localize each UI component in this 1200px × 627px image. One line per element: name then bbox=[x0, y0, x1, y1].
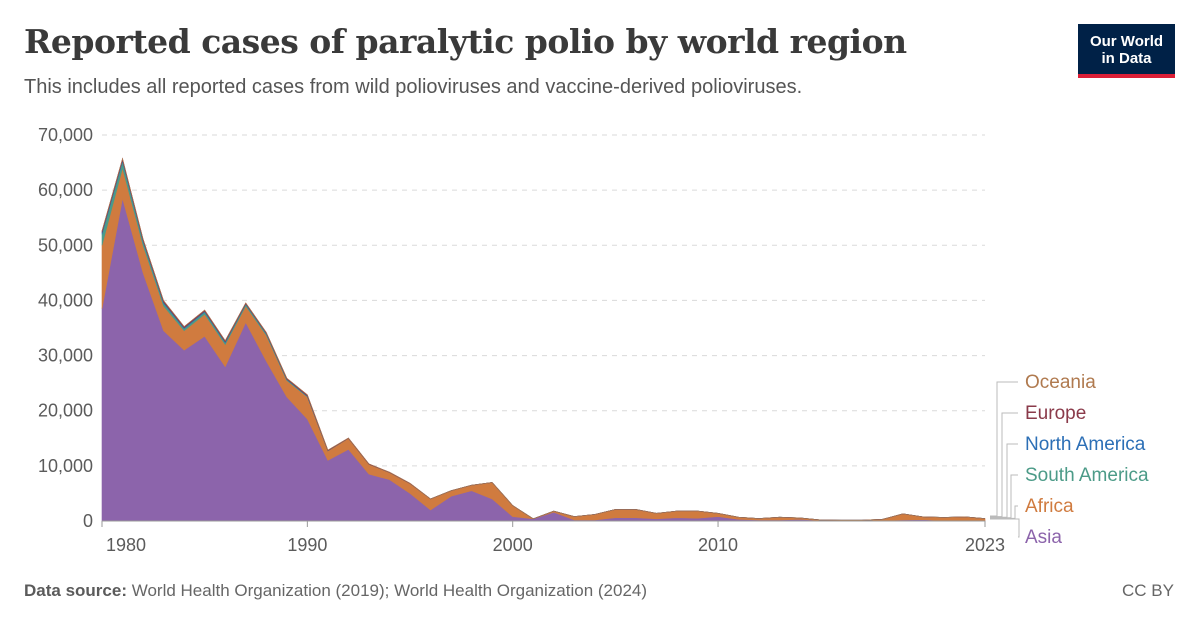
area-series bbox=[101, 157, 986, 522]
legend-label-asia[interactable]: Asia bbox=[1025, 527, 1062, 548]
legend-label-oceania[interactable]: Oceania bbox=[1025, 372, 1096, 393]
y-tick-label: 70,000 bbox=[38, 125, 93, 145]
area-oceania[interactable] bbox=[101, 157, 986, 521]
y-tick-label: 10,000 bbox=[38, 456, 93, 476]
y-tick-label: 20,000 bbox=[38, 401, 93, 421]
chart-title: Reported cases of paralytic polio by wor… bbox=[24, 22, 907, 61]
area-asia[interactable] bbox=[101, 198, 986, 522]
footer-source: Data source: World Health Organization (… bbox=[24, 581, 647, 601]
legend-connector bbox=[990, 518, 1020, 538]
x-tick-label: 2010 bbox=[698, 535, 738, 555]
source-label: Data source: bbox=[24, 581, 127, 600]
y-tick-label: 50,000 bbox=[38, 235, 93, 255]
y-axis: 0 10,000 20,000 30,000 40,000 50,000 60,000 70,… bbox=[38, 125, 93, 531]
y-tick-label: 30,000 bbox=[38, 346, 93, 366]
legend: Oceania Europe North America South America A… bbox=[990, 372, 1149, 548]
x-axis: 1980 1990 2000 2010 2023 bbox=[101, 520, 1005, 555]
y-tick-label: 0 bbox=[83, 511, 93, 531]
owid-logo[interactable]: Our World in Data bbox=[1078, 24, 1175, 78]
legend-label-africa[interactable]: Africa bbox=[1025, 496, 1074, 517]
source-text: World Health Organization (2019); World … bbox=[131, 581, 648, 600]
legend-label-north-america[interactable]: North America bbox=[1025, 434, 1146, 455]
x-tick-label: 1980 bbox=[106, 535, 146, 555]
legend-connector bbox=[990, 443, 1018, 518]
legend-connector bbox=[990, 381, 1018, 517]
y-tick-label: 60,000 bbox=[38, 180, 93, 200]
legend-label-south-america[interactable]: South America bbox=[1025, 465, 1149, 486]
legend-connector bbox=[990, 412, 1018, 518]
x-tick-label: 2023 bbox=[965, 535, 1005, 555]
legend-connector bbox=[990, 474, 1018, 519]
y-tick-label: 40,000 bbox=[38, 290, 93, 310]
license-link[interactable]: CC BY bbox=[1122, 581, 1174, 600]
x-tick-label: 2000 bbox=[493, 535, 533, 555]
legend-label-europe[interactable]: Europe bbox=[1025, 403, 1086, 424]
legend-connector bbox=[990, 505, 1018, 519]
grid-lines bbox=[102, 134, 985, 467]
chart-subtitle: This includes all reported cases from wi… bbox=[24, 76, 803, 98]
logo-line-1: Our World bbox=[1089, 33, 1164, 50]
logo-line-2: in Data bbox=[1101, 50, 1152, 67]
x-tick-label: 1990 bbox=[287, 535, 327, 555]
